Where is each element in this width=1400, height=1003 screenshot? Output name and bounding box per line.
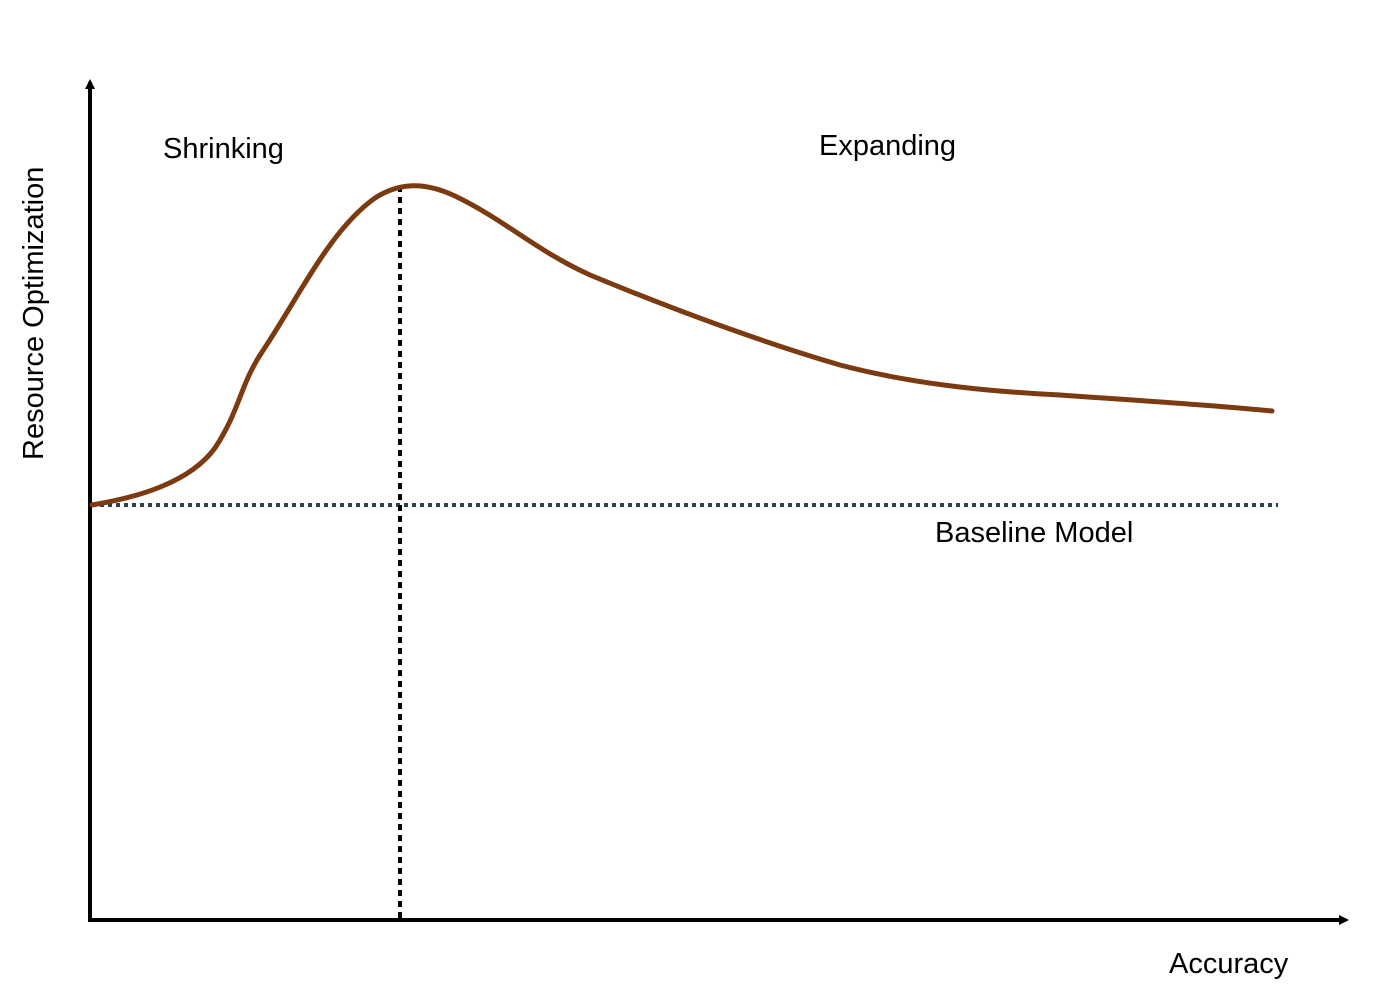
region-label-shrinking: Shrinking bbox=[163, 133, 284, 165]
x-axis-label: Accuracy bbox=[1169, 948, 1289, 980]
performance-curve bbox=[89, 183, 1275, 508]
y-axis-label: Resource Optimization bbox=[18, 167, 50, 460]
baseline-label: Baseline Model bbox=[935, 517, 1133, 549]
region-label-expanding: Expanding bbox=[819, 130, 956, 162]
